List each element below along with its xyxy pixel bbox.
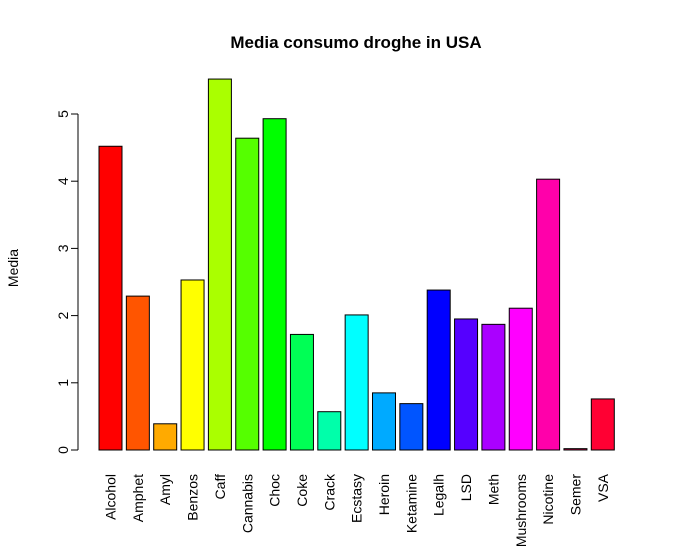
x-tick-label: LSD [458,474,474,501]
y-tick-label: 5 [55,110,71,118]
bar-ketamine [399,403,424,451]
x-tick-label: Caff [212,474,228,500]
bar-benzos [180,279,205,451]
y-axis: 0 1 2 3 4 5 [55,110,79,454]
bar-choc [262,118,287,451]
x-tick-labels: Alcohol Amphet Amyl Benzos Caff Cannabis Choc C… [103,473,611,547]
x-tick-label: Mushrooms [513,474,529,547]
bar-semer [563,448,588,451]
bar-alcohol [98,145,123,451]
x-tick-label: VSA [595,473,611,502]
bar-cannabis [235,137,260,451]
y-tick-label: 1 [55,379,71,387]
bar-mushrooms [508,307,533,451]
y-tick-label: 2 [55,311,71,319]
x-tick-label: Ecstasy [349,474,365,523]
x-tick-label: Amphet [130,474,146,522]
bar-coke [289,333,314,451]
x-tick-label: Nicotine [540,474,556,525]
bar-amyl [153,423,178,451]
x-tick-label: Heroin [376,474,392,515]
x-tick-label: Legalh [431,474,447,516]
x-tick-label: Choc [267,474,283,507]
bar-caff [207,78,232,451]
bar-nicotine [536,178,561,451]
bar-meth [481,323,506,451]
y-tick-label: 0 [55,446,71,454]
bar-ecstasy [344,314,369,451]
bar-heroin [372,392,396,451]
bars [98,78,615,451]
y-tick-label: 3 [55,244,71,252]
bar-legalh [426,289,451,451]
x-tick-label: Cannabis [239,474,255,533]
bar-amphet [125,295,150,451]
x-tick-label: Ketamine [403,474,419,533]
x-tick-label: Crack [321,473,337,511]
bar-crack [317,411,342,451]
bar-lsd [454,318,479,451]
y-tick-label: 4 [55,177,71,185]
x-tick-label: Alcohol [103,474,119,520]
chart-title: Media consumo droghe in USA [230,33,481,52]
y-axis-label: Media [5,249,21,287]
x-tick-label: Semer [567,474,583,516]
x-tick-label: Amyl [157,474,173,505]
x-tick-label: Benzos [185,474,201,521]
bar-vsa [590,398,615,451]
x-tick-label: Meth [485,474,501,505]
x-tick-label: Coke [294,474,310,507]
